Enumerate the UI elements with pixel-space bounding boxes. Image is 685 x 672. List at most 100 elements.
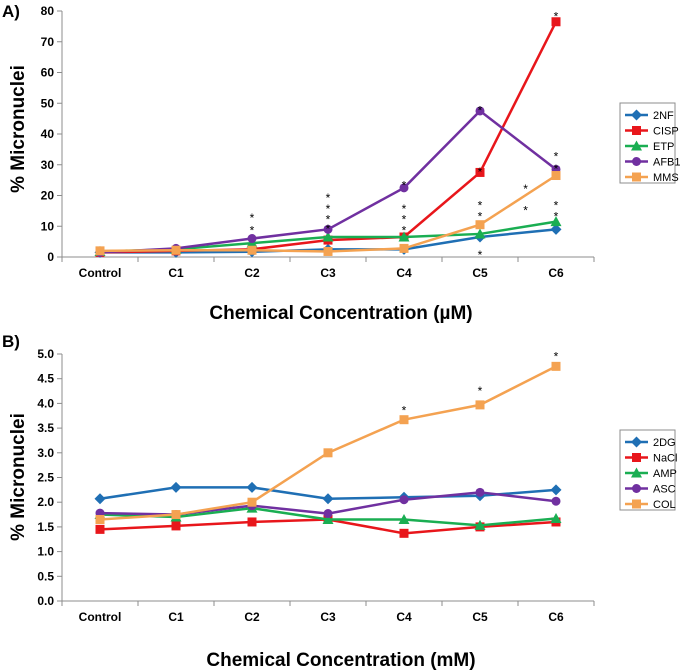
y-tick-label: 1.5 [37,520,54,534]
data-point [399,243,409,253]
significance-marker: * [478,209,483,223]
y-tick-label: 30 [41,158,55,172]
data-point [171,245,181,255]
legend-item-cisp: CISP [625,126,679,138]
data-point [551,361,561,371]
data-point [551,496,561,506]
legend-label: AFB1 [653,157,681,169]
significance-marker: * [478,165,483,179]
data-point [475,220,485,230]
legend-marker [631,109,642,121]
data-point [475,400,485,410]
x-tick-label: Control [79,610,122,624]
data-point [474,228,486,239]
data-point [323,448,333,458]
legend-item-2dg: 2DG [625,436,676,449]
y-tick-label: 70 [41,35,55,49]
panel-b-plot-area: 0.0 0.5 1.0 1.5 2.0 2.5 3.0 3.5 4.0 4.5 5.0 Control… [37,347,595,624]
significance-marker: * [326,191,331,205]
significance-marker: * [554,150,559,164]
data-point [171,510,181,520]
data-point [247,245,257,255]
legend-item-afb1: AFB1 [625,157,681,169]
significance-marker: * [554,162,559,176]
legend-label: MMS [653,172,679,184]
legend-label: 2NF [653,110,674,122]
data-point [95,514,105,524]
data-point [323,246,333,256]
x-tick-label: C1 [168,266,184,280]
data-point [550,484,562,496]
data-point [399,528,409,538]
legend-marker [632,172,641,182]
panel-b-x-axis-label: Chemical Concentration (mM) [206,650,475,671]
y-tick-label: 10 [41,219,55,233]
legend-item-nacl: NaCl [625,453,677,465]
x-tick-label: Control [79,266,122,280]
significance-marker: * [250,223,255,237]
legend-box [619,102,676,184]
y-tick-label: 2.5 [37,471,54,485]
significance-marker: * [478,199,483,213]
x-tick-label: C6 [548,610,564,624]
panel-b-y-axis-label: % Micronuclei [8,413,29,541]
panel-b-label: B) [2,332,20,351]
x-tick-label: C4 [396,266,412,280]
data-point [323,224,333,234]
significance-marker: * [554,10,559,24]
significance-marker: * [402,403,407,417]
data-point [247,517,257,527]
data-point [247,234,257,244]
panel-b-legend: 2DG NaCl AMP ASC COL [619,429,677,511]
legend-marker [631,140,642,151]
data-point [399,495,409,505]
data-point [474,519,486,530]
series-mms [95,171,561,256]
y-tick-label: 2.0 [37,495,54,509]
significance-marker: * [402,202,407,216]
data-point [95,524,105,534]
data-point [94,493,106,505]
significance-marker: * [554,349,559,363]
significance-marker: * [554,209,559,223]
significance-marker: * [402,223,407,237]
data-point [475,167,485,177]
y-tick-label: 0.5 [37,569,54,583]
legend-label: ETP [653,141,674,153]
significance-marker: * [478,384,483,398]
x-tick-label: C4 [396,610,412,624]
x-tick-label: C5 [472,266,488,280]
data-point [246,481,258,493]
legend-marker [632,126,641,135]
y-tick-label: 3.0 [37,446,54,460]
panel-a: A) % Micronuclei Chemical Concentration … [2,2,681,324]
legend-label: 2DG [653,437,676,449]
legend-marker [632,484,641,493]
panel-a-legend: 2NF CISP ETP AFB1 MMS [619,102,681,184]
data-point [398,513,410,524]
data-point [550,223,562,235]
x-tick-label: C1 [168,610,184,624]
legend-marker [632,453,641,462]
panel-a-label: A) [2,2,20,21]
legend-label: ASC [653,484,676,496]
significance-marker: * [523,203,528,217]
significance-marker: * [478,248,483,262]
data-point [322,493,334,505]
legend-label: AMP [653,468,677,480]
y-tick-label: 60 [41,66,55,80]
y-tick-label: 3.5 [37,421,54,435]
data-point [550,513,562,524]
y-tick-label: 50 [41,96,55,110]
y-tick-label: 4.5 [37,372,54,386]
data-point [475,487,485,497]
legend-marker [631,436,642,448]
legend-marker [632,157,641,166]
legend-item-amp: AMP [625,467,677,480]
legend-item-col: COL [625,499,676,511]
significance-marker: * [402,179,407,193]
y-tick-label: 0.0 [37,594,54,608]
data-point [170,481,182,493]
significance-marker: * [478,103,483,117]
